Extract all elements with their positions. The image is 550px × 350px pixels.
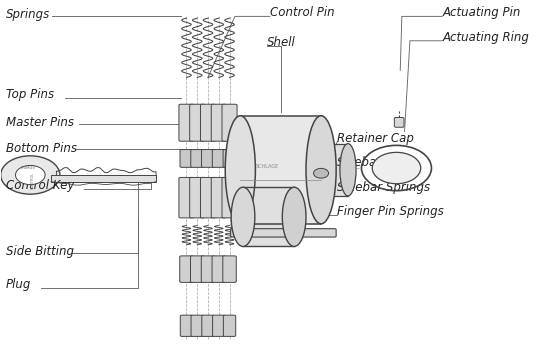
Text: Sidebar: Sidebar [337,156,382,169]
Ellipse shape [318,144,334,196]
FancyBboxPatch shape [222,177,237,218]
FancyBboxPatch shape [211,177,226,218]
FancyBboxPatch shape [222,104,237,141]
Text: PRIMUS: PRIMUS [20,166,35,170]
FancyBboxPatch shape [202,315,214,336]
FancyBboxPatch shape [180,149,193,167]
Circle shape [372,152,421,184]
Bar [51,175,156,182]
Circle shape [314,168,328,178]
Text: Plug: Plug [6,278,31,291]
FancyBboxPatch shape [190,104,205,141]
Text: Bottom Pins: Bottom Pins [6,142,77,155]
FancyBboxPatch shape [211,104,226,141]
FancyBboxPatch shape [223,149,236,167]
FancyBboxPatch shape [230,229,336,237]
FancyBboxPatch shape [200,177,216,218]
Text: Springs: Springs [6,8,51,21]
Text: Retainer Cap: Retainer Cap [337,132,414,145]
FancyBboxPatch shape [191,149,204,167]
Bar [327,144,348,196]
Text: Control Pin: Control Pin [270,6,334,19]
FancyBboxPatch shape [201,149,214,167]
FancyBboxPatch shape [394,118,404,127]
FancyBboxPatch shape [179,177,194,218]
Text: Sidebar Springs: Sidebar Springs [337,181,430,194]
FancyBboxPatch shape [200,104,216,141]
FancyBboxPatch shape [201,256,214,282]
FancyBboxPatch shape [223,315,236,336]
FancyBboxPatch shape [223,256,236,282]
Text: Actuating Ring: Actuating Ring [442,31,529,44]
FancyBboxPatch shape [213,315,225,336]
FancyBboxPatch shape [180,256,193,282]
Ellipse shape [340,144,356,196]
Circle shape [15,166,45,184]
FancyBboxPatch shape [212,149,226,167]
Text: Control Key: Control Key [6,179,74,192]
Text: SCHLAGE: SCHLAGE [256,164,279,169]
Text: Shell: Shell [267,36,296,49]
Bar [243,187,294,246]
FancyBboxPatch shape [190,256,204,282]
Text: Master Pins: Master Pins [6,116,74,129]
FancyBboxPatch shape [190,177,205,218]
FancyBboxPatch shape [179,104,194,141]
Bar [240,116,321,224]
Ellipse shape [282,187,306,246]
Circle shape [1,156,60,194]
FancyBboxPatch shape [180,315,192,336]
Text: CONTROL: CONTROL [31,172,35,189]
FancyBboxPatch shape [212,256,226,282]
Text: Finger Pin Springs: Finger Pin Springs [337,205,444,218]
Ellipse shape [306,116,336,224]
Text: Side Bitting: Side Bitting [6,245,74,258]
FancyBboxPatch shape [191,315,204,336]
Ellipse shape [231,187,255,246]
Text: Top Pins: Top Pins [6,88,54,101]
Ellipse shape [226,116,255,224]
Text: Actuating Pin: Actuating Pin [442,6,521,19]
